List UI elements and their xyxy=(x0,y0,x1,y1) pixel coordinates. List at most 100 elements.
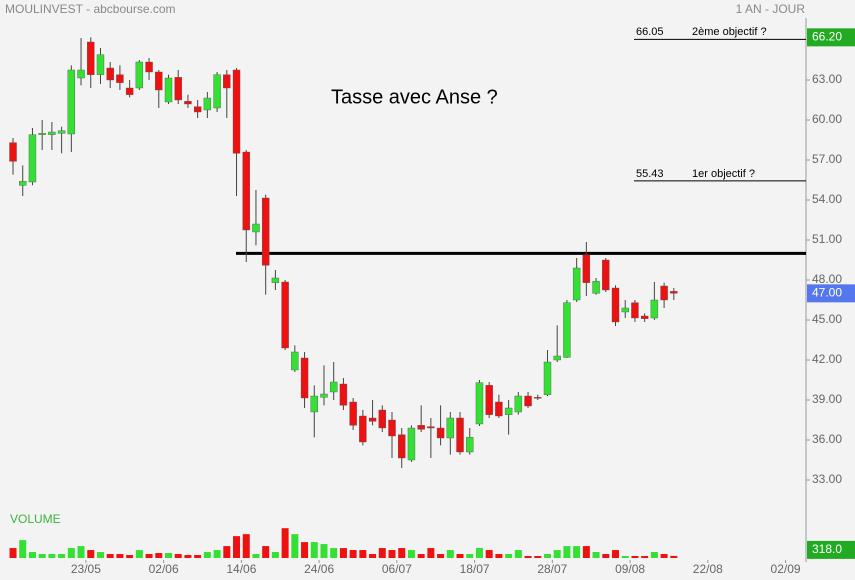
candle-body xyxy=(359,415,367,443)
volume-bar xyxy=(320,544,328,558)
volume-bar xyxy=(281,528,289,558)
volume-bar xyxy=(543,554,551,558)
x-tick-label: 23/05 xyxy=(71,562,101,576)
volume-bar xyxy=(369,554,377,558)
candle-body xyxy=(398,434,406,459)
volume-bar xyxy=(378,548,386,558)
volume-bar xyxy=(505,554,513,558)
candle-body xyxy=(155,71,163,91)
candle-body xyxy=(28,134,37,183)
chart-subtitle: 1 AN - JOUR xyxy=(736,2,806,16)
candle-body xyxy=(417,425,425,430)
volume-bar xyxy=(514,550,522,558)
candle-body xyxy=(57,130,66,134)
objective-name: 1er objectif ? xyxy=(692,168,755,180)
volume-bar xyxy=(670,555,678,558)
high-box-label: 66.20 xyxy=(812,30,842,44)
volume-bar xyxy=(437,554,445,558)
candle-body xyxy=(339,383,348,406)
candle-body xyxy=(631,302,639,319)
candle-body xyxy=(485,385,493,415)
volume-bar xyxy=(165,553,173,558)
candle-body xyxy=(310,395,318,413)
candle-body xyxy=(77,69,85,79)
volume-bar xyxy=(145,554,153,558)
candle-body xyxy=(436,427,445,439)
candle-body xyxy=(174,77,182,101)
volume-bar xyxy=(388,550,396,558)
x-tick-label: 24/06 xyxy=(304,562,334,576)
volume-bar xyxy=(262,546,270,558)
volume-bar xyxy=(650,552,658,558)
candle-body xyxy=(96,54,105,75)
volume-bar xyxy=(213,550,221,558)
y-tick-label: 51.00 xyxy=(812,232,842,246)
candle-body xyxy=(19,181,27,186)
volume-bar xyxy=(563,546,571,558)
candle-body xyxy=(407,427,416,461)
volume-bar xyxy=(427,548,435,558)
candle-body xyxy=(456,417,464,453)
candle-body xyxy=(368,417,377,422)
volume-bar xyxy=(310,542,318,558)
last-price-box-label: 47.00 xyxy=(812,286,842,300)
x-tick-label: 06/07 xyxy=(382,562,412,576)
volume-label: VOLUME xyxy=(10,512,61,526)
high-box xyxy=(807,28,855,47)
volume-bar xyxy=(602,554,610,558)
volume-bar xyxy=(417,554,425,558)
y-tick-label: 45.00 xyxy=(812,312,842,326)
volume-bar xyxy=(641,556,649,558)
volume-bar xyxy=(524,556,532,558)
volume-bar xyxy=(271,552,279,558)
candle-body xyxy=(466,437,474,453)
y-tick-label: 48.00 xyxy=(812,272,842,286)
candle-body xyxy=(116,74,124,83)
volume-bar xyxy=(359,550,367,558)
candle-body xyxy=(164,77,173,103)
volume-bar xyxy=(242,534,250,558)
candle-body xyxy=(281,281,289,349)
candle-body xyxy=(193,106,202,113)
y-tick-label: 36.00 xyxy=(812,432,842,446)
volume-bar xyxy=(77,546,85,558)
candle-body xyxy=(504,407,513,415)
chart-title: MOULINVEST - abcbourse.com xyxy=(5,2,176,16)
candle-body xyxy=(572,267,581,301)
volume-bar xyxy=(456,554,464,558)
volume-bar xyxy=(631,556,639,558)
candle-body xyxy=(582,254,591,283)
candle-body xyxy=(106,67,114,81)
volume-box-label: 318.0 xyxy=(812,542,842,556)
volume-bar xyxy=(106,554,114,558)
y-tick-label: 42.00 xyxy=(812,352,842,366)
y-tick-label: 63.00 xyxy=(812,72,842,86)
volume-bar xyxy=(58,554,66,558)
candle-body xyxy=(232,69,241,154)
volume-box xyxy=(807,540,855,559)
candle-body xyxy=(524,395,532,407)
candle-body xyxy=(640,315,649,319)
candle-body xyxy=(427,426,435,429)
candle-body xyxy=(184,101,192,105)
volume-bar xyxy=(485,550,493,558)
candle-body xyxy=(514,395,523,413)
candle-body xyxy=(38,133,46,135)
volume-bar xyxy=(660,554,668,558)
volume-bar xyxy=(9,548,17,558)
candle-body xyxy=(145,61,153,73)
candle-body xyxy=(271,277,280,283)
volume-bar xyxy=(87,550,95,558)
volume-bar xyxy=(621,556,629,558)
volume-bar xyxy=(582,546,590,558)
candle-body xyxy=(611,287,620,323)
volume-bar xyxy=(291,534,299,558)
volume-bar xyxy=(553,550,561,558)
candle-body xyxy=(329,381,338,393)
candle-body xyxy=(475,382,484,425)
volume-bar xyxy=(116,554,124,558)
volume-bar xyxy=(194,555,202,558)
candle-body xyxy=(388,419,396,437)
volume-bar xyxy=(592,552,600,558)
